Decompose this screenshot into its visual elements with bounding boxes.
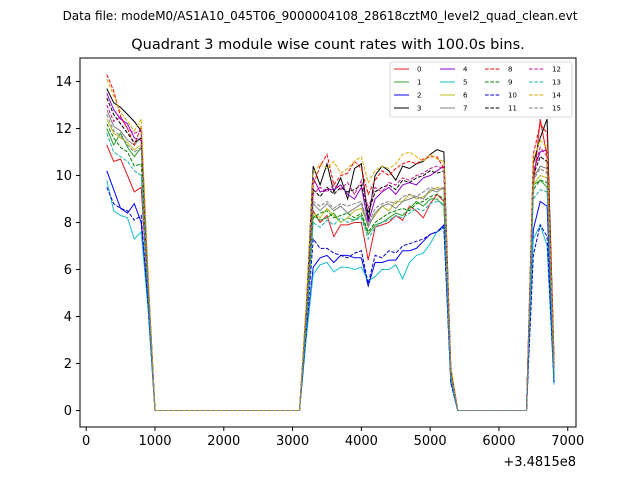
legend-label-0: 0	[417, 66, 421, 74]
series-line-4	[106, 93, 555, 411]
legend-label-1: 1	[417, 79, 421, 87]
x-tick-label: 4000	[345, 434, 378, 449]
legend-label-2: 2	[417, 92, 421, 100]
legend-label-8: 8	[508, 66, 512, 74]
series-line-6	[106, 118, 555, 411]
x-tick-label: 7000	[551, 434, 584, 449]
legend-label-3: 3	[417, 105, 421, 113]
legend-label-7: 7	[463, 105, 467, 113]
y-tick-label: 4	[64, 310, 72, 325]
x-tick-label: 0	[82, 434, 90, 449]
x-axis: 0 1000 2000 3000 4000 5000 6000 7000	[82, 427, 584, 449]
x-tick-label: 3000	[276, 434, 309, 449]
legend-label-12: 12	[552, 66, 561, 74]
series-line-0	[106, 119, 555, 411]
x-tick-label: 5000	[414, 434, 447, 449]
y-tick-label: 6	[64, 263, 72, 278]
axes-frame	[79, 57, 577, 428]
x-tick-label: 6000	[482, 434, 515, 449]
series-line-12	[106, 104, 555, 411]
legend-label-13: 13	[552, 79, 561, 87]
legend-label-9: 9	[508, 79, 512, 87]
legend-label-4: 4	[463, 66, 468, 74]
y-tick-label: 12	[55, 122, 72, 137]
legend-label-15: 15	[552, 105, 561, 113]
series-line-8	[106, 74, 555, 411]
legend-label-5: 5	[463, 79, 467, 87]
y-tick-label: 14	[55, 75, 72, 90]
series-line-3	[106, 88, 555, 411]
series-line-13	[106, 133, 555, 411]
y-axis: 0 2 4 6 8 10 12 14	[55, 75, 80, 419]
legend-label-14: 14	[552, 92, 561, 100]
x-tick-label: 2000	[207, 434, 240, 449]
series-line-14	[106, 79, 555, 411]
series-line-15	[106, 114, 555, 411]
x-offset-label: +3.4815e8	[503, 455, 576, 470]
x-tick-label: 1000	[138, 434, 171, 449]
y-tick-label: 0	[64, 404, 72, 419]
y-tick-label: 8	[64, 216, 72, 231]
chart-title: Quadrant 3 module wise count rates with …	[131, 37, 525, 53]
legend-box	[389, 61, 573, 118]
y-tick-label: 10	[55, 169, 72, 184]
legend-label-10: 10	[508, 92, 517, 100]
legend-label-6: 6	[463, 92, 468, 100]
series-line-11	[106, 97, 555, 411]
legend-label-11: 11	[508, 105, 517, 113]
chart-suptitle: Data file: modeM0/AS1A10_045T06_90000041…	[63, 9, 578, 23]
series-group	[106, 74, 555, 411]
series-line-7	[106, 109, 555, 411]
series-line-10	[106, 187, 555, 411]
y-tick-label: 2	[64, 357, 72, 372]
